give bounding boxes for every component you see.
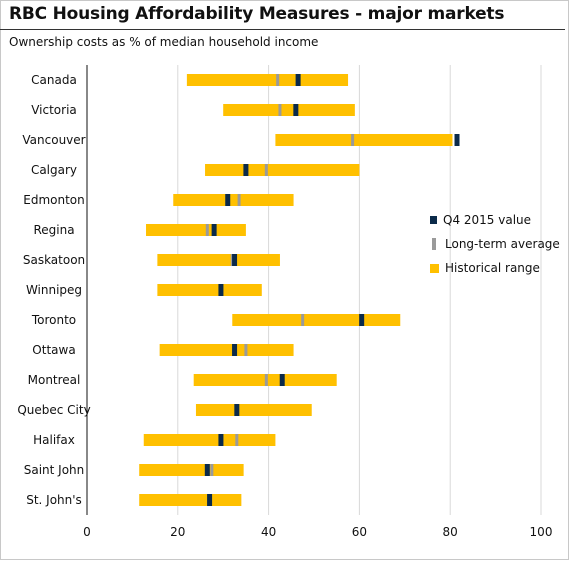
category-label-saint-john: Saint John [24, 463, 85, 477]
long-term-avg-marker-victoria [278, 104, 282, 116]
long-term-avg-marker-canada [276, 74, 280, 86]
legend-item-range: Historical range [430, 256, 560, 280]
category-label-toronto: Toronto [31, 313, 76, 327]
long-term-avg-marker-regina [205, 224, 209, 236]
range-bar-toronto [232, 314, 401, 326]
long-term-avg-marker-edmonton [237, 194, 241, 206]
title-divider [0, 29, 565, 30]
x-tick-label-40: 40 [261, 525, 276, 539]
range-bar-ottawa [159, 344, 294, 356]
q4-2015-marker-saskatoon [232, 254, 238, 266]
q4-2015-marker-regina [211, 224, 217, 236]
category-label-regina: Regina [33, 223, 74, 237]
q4-2015-marker-montreal [279, 374, 285, 386]
range-bar-regina [146, 224, 246, 236]
legend-label-q4: Q4 2015 value [443, 213, 532, 227]
chart-legend: Q4 2015 value Long-term average Historic… [430, 208, 560, 280]
range-bar-halifax [143, 434, 276, 446]
legend-label-long-term: Long-term average [445, 237, 560, 251]
category-label-victoria: Victoria [31, 103, 77, 117]
category-label-winnipeg: Winnipeg [26, 283, 82, 297]
q4-2015-marker-halifax [218, 434, 224, 446]
long-term-avg-marker-vancouver [351, 134, 355, 146]
q4-2015-marker-canada [295, 74, 301, 86]
legend-item-q4: Q4 2015 value [430, 208, 560, 232]
category-label-montreal: Montreal [28, 373, 81, 387]
category-label-ottawa: Ottawa [32, 343, 75, 357]
category-label-saskatoon: Saskatoon [23, 253, 85, 267]
category-label-vancouver: Vancouver [22, 133, 85, 147]
range-bar-vancouver [275, 134, 453, 146]
long-term-avg-marker-toronto [301, 314, 305, 326]
q4-2015-marker-toronto [359, 314, 365, 326]
q4-2015-marker-victoria [293, 104, 299, 116]
legend-swatch-long-term [432, 238, 436, 250]
range-bar-calgary [205, 164, 360, 176]
q4-2015-marker-edmonton [225, 194, 231, 206]
category-label-canada: Canada [31, 73, 77, 87]
legend-label-range: Historical range [445, 261, 540, 275]
long-term-avg-marker-calgary [264, 164, 268, 176]
range-bar-winnipeg [157, 284, 262, 296]
long-term-avg-marker-ottawa [244, 344, 248, 356]
x-tick-label-0: 0 [83, 525, 91, 539]
x-tick-label-20: 20 [170, 525, 185, 539]
range-bar-saint-john [139, 464, 244, 476]
q4-2015-marker-saint-john [204, 464, 210, 476]
range-bar-st-john-s [139, 494, 242, 506]
range-bar-saskatoon [157, 254, 280, 266]
range-bar-quebec-city [195, 404, 312, 416]
category-label-st-john-s: St. John's [26, 493, 82, 507]
range-bar-canada [186, 74, 349, 86]
q4-2015-marker-quebec-city [234, 404, 240, 416]
q4-2015-marker-ottawa [232, 344, 238, 356]
x-tick-label-60: 60 [352, 525, 367, 539]
long-term-avg-marker-halifax [235, 434, 239, 446]
range-bar-edmonton [173, 194, 294, 206]
x-tick-label-80: 80 [443, 525, 458, 539]
legend-item-long-term: Long-term average [430, 232, 560, 256]
legend-swatch-range [430, 263, 439, 273]
q4-2015-marker-calgary [243, 164, 249, 176]
legend-swatch-q4 [430, 216, 437, 224]
chart-title: RBC Housing Affordability Measures - maj… [9, 4, 505, 24]
long-term-avg-marker-montreal [264, 374, 268, 386]
long-term-avg-marker-saint-john [210, 464, 214, 476]
q4-2015-marker-st-john-s [207, 494, 213, 506]
range-bar-victoria [223, 104, 355, 116]
category-label-quebec-city: Quebec City [17, 403, 90, 417]
chart-subtitle: Ownership costs as % of median household… [9, 35, 319, 49]
category-label-calgary: Calgary [31, 163, 77, 177]
q4-2015-marker-vancouver [454, 134, 460, 146]
q4-2015-marker-winnipeg [218, 284, 224, 296]
category-label-halifax: Halifax [33, 433, 75, 447]
category-label-edmonton: Edmonton [23, 193, 85, 207]
x-tick-label-100: 100 [530, 525, 553, 539]
